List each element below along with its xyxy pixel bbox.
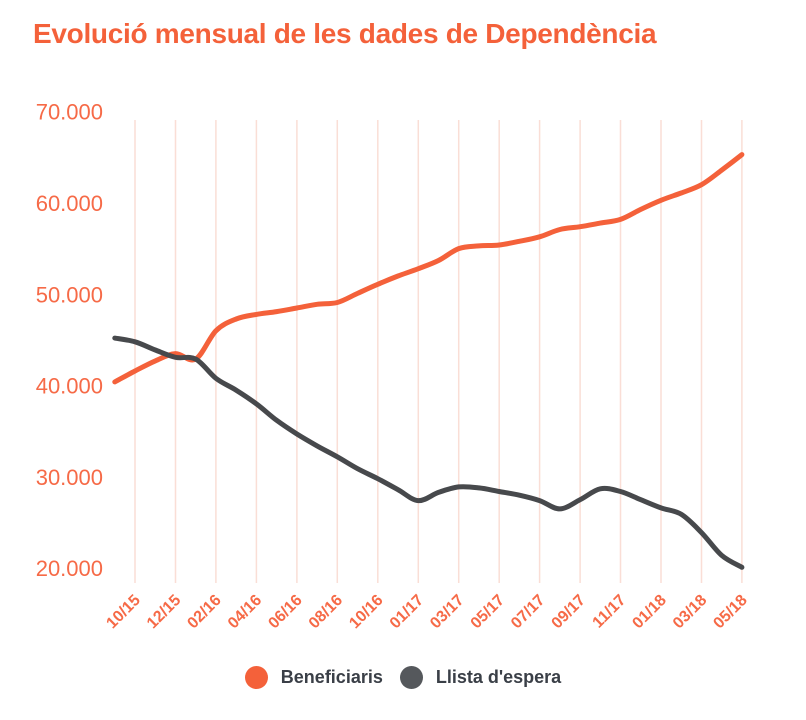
x-tick-label: 12/15 [144, 592, 184, 632]
x-tick-label: 05/17 [468, 592, 508, 632]
series-line-beneficiaris [112, 152, 745, 385]
x-tick-label: 10/15 [103, 592, 143, 632]
x-tick-label: 08/16 [306, 592, 346, 632]
x-tick-label: 04/16 [225, 592, 265, 632]
x-tick-label: 05/18 [710, 592, 750, 632]
legend-label-beneficiaris: Beneficiaris [280, 667, 383, 687]
x-tick-label: 01/17 [387, 592, 427, 632]
legend-item-beneficiaris: Beneficiaris [244, 666, 383, 689]
y-tick-label: 50.000 [36, 282, 103, 307]
y-axis-tick-labels: 70.000 60.000 50.000 40.000 30.000 20.000 [36, 100, 103, 582]
x-tick-label: 06/16 [265, 592, 305, 632]
x-tick-label: 11/17 [590, 592, 630, 632]
llista-espera-dot-icon [399, 666, 423, 689]
x-tick-label: 09/17 [549, 592, 589, 632]
y-tick-label: 30.000 [36, 465, 103, 490]
y-tick-label: 20.000 [36, 556, 103, 581]
chart-legend: Beneficiaris Llista d'espera [0, 666, 806, 689]
x-tick-label: 10/16 [346, 592, 386, 632]
x-tick-label: 01/18 [629, 592, 669, 632]
legend-item-llista-espera: Llista d'espera [399, 666, 562, 689]
y-tick-label: 60.000 [36, 191, 103, 216]
x-tick-label: 03/18 [670, 592, 710, 632]
gridlines [134, 120, 743, 583]
x-tick-label: 03/17 [427, 592, 467, 632]
series-line-llista-d-espera [112, 335, 745, 570]
chart-title: Evolució mensual de les dades de Dependè… [33, 18, 657, 49]
legend-label-llista-espera: Llista d'espera [435, 667, 562, 687]
y-tick-label: 70.000 [36, 100, 103, 125]
x-tick-label: 07/17 [508, 592, 548, 632]
x-tick-label: 02/16 [184, 592, 224, 632]
x-axis-tick-labels: 10/15 12/15 02/16 04/16 06/16 08/16 10/16 01/17… [103, 592, 750, 632]
line-chart: 10/15 12/15 02/16 04/16 06/16 08/16 10/16 01/17… [36, 100, 751, 632]
y-tick-label: 40.000 [36, 374, 103, 399]
beneficiaris-dot-icon [244, 666, 268, 689]
